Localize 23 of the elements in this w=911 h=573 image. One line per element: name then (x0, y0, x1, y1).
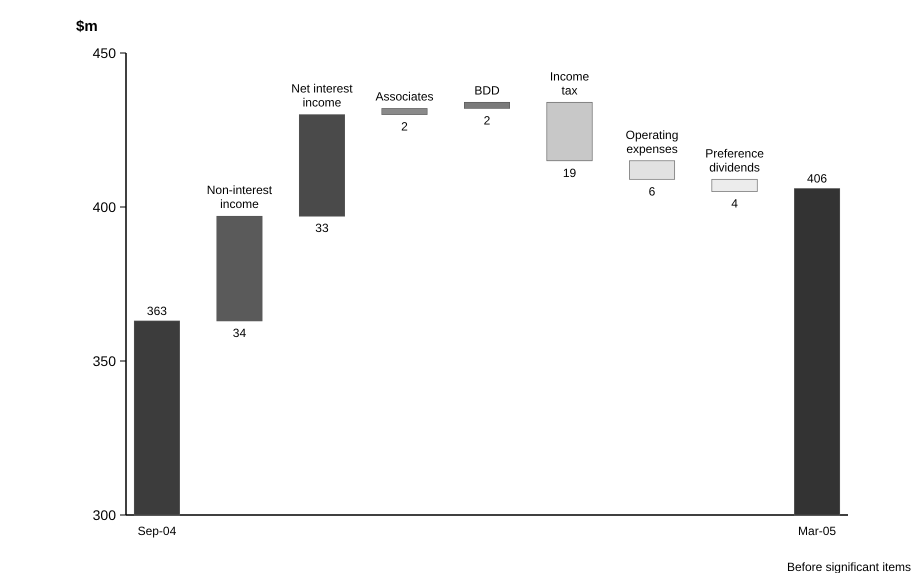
x-tick-label: BDD (474, 83, 500, 98)
data-label: 2 (401, 120, 408, 134)
data-label: 33 (315, 221, 329, 236)
x-tick-label: Income tax (550, 69, 590, 98)
x-tick-label: Net interest income (291, 82, 354, 110)
data-label: 34 (232, 326, 246, 340)
data-label: 19 (562, 166, 577, 180)
y-tick-label: 350 (92, 352, 116, 369)
x-tick-label: Preference dividends (705, 146, 764, 174)
y-tick-label: 400 (92, 198, 116, 215)
x-tick-label: Sep-04 (138, 524, 177, 538)
y-axis-title: $m (76, 18, 98, 35)
data-label: 6 (648, 184, 656, 198)
x-tick-label: Non-interest income (206, 183, 273, 212)
data-label: 4 (731, 196, 738, 211)
x-tick-label: Mar-05 (798, 524, 836, 538)
data-label: 406 (807, 172, 828, 186)
data-label: 2 (484, 113, 491, 128)
x-tick-label: Operating expenses (626, 128, 678, 156)
data-label: 363 (146, 304, 168, 318)
y-tick-label: 450 (92, 44, 116, 61)
x-tick-label: Associates (375, 89, 434, 104)
y-tick-label: 300 (92, 506, 116, 523)
